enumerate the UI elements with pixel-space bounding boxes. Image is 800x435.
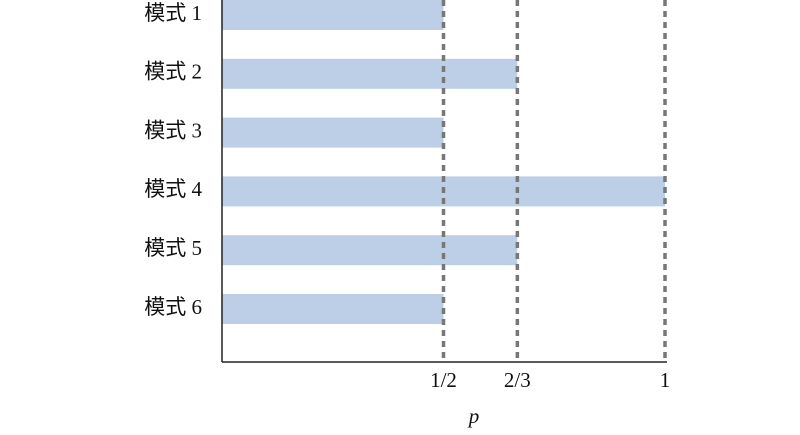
y-tick-label: 模式 4	[144, 177, 202, 201]
bar	[222, 58, 518, 89]
y-tick-label: 模式 3	[144, 118, 202, 142]
y-tick-label: 模式 1	[144, 1, 202, 25]
bar	[222, 117, 444, 148]
x-tick-label: 1	[660, 368, 671, 392]
bar	[222, 235, 518, 266]
x-tick-label: 1/2	[430, 368, 457, 392]
x-tick-label: 2/3	[504, 368, 531, 392]
bar	[222, 294, 444, 324]
y-tick-label: 模式 6	[144, 295, 202, 319]
bar	[222, 0, 444, 30]
x-axis-label: p	[467, 404, 480, 428]
y-tick-label: 模式 2	[144, 60, 202, 84]
y-tick-label: 模式 5	[144, 236, 202, 260]
